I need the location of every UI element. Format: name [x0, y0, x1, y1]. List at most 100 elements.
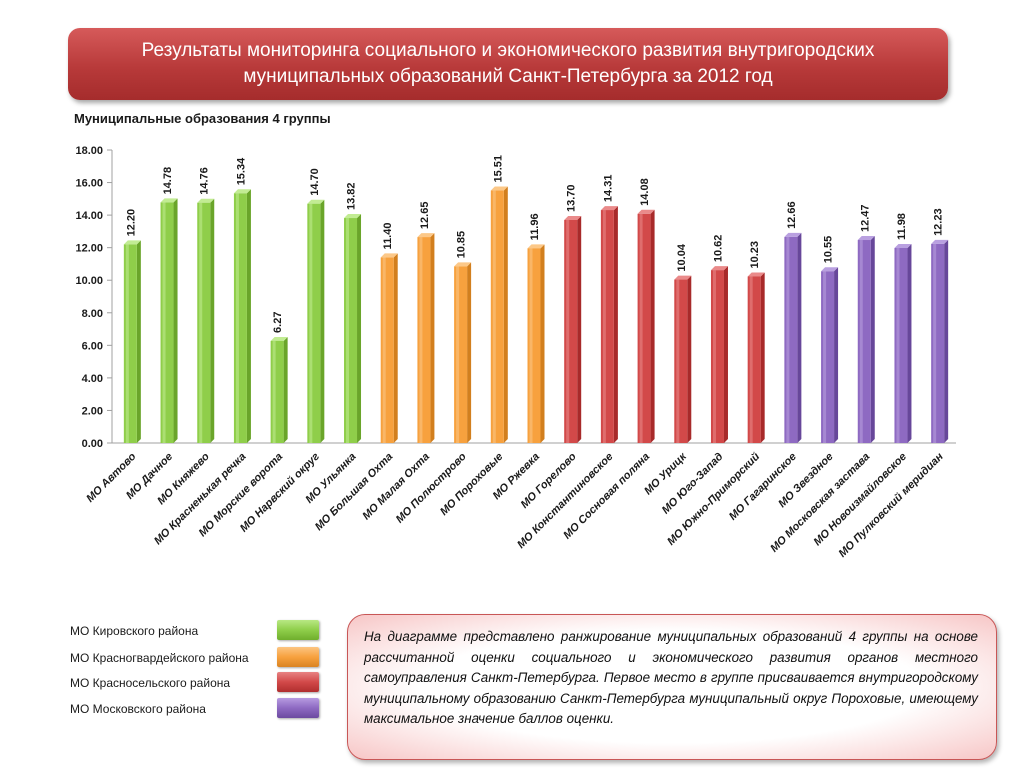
bar	[490, 190, 504, 443]
bar-highlight	[272, 340, 276, 443]
bar-top	[344, 214, 362, 219]
data-label: 10.55	[823, 236, 835, 264]
bar-top	[380, 253, 398, 258]
data-label: 12.47	[859, 204, 871, 232]
x-tick-label: МО Пороховые	[438, 451, 505, 518]
bar	[857, 240, 871, 443]
legend-item-moskovsky: МО Московского района	[70, 698, 330, 720]
data-label: 15.34	[235, 157, 247, 185]
bar-side	[210, 198, 215, 443]
bar	[233, 193, 247, 443]
bar	[380, 257, 394, 443]
bar	[307, 203, 321, 443]
bar-highlight	[786, 236, 790, 443]
bar-side	[283, 336, 288, 443]
bar-side	[870, 236, 875, 443]
bar-highlight	[933, 243, 937, 443]
bar	[417, 237, 431, 443]
legend-label: МО Красногвардейского района	[70, 651, 249, 665]
data-label: 10.04	[676, 243, 688, 271]
y-tick-label: 10.00	[75, 275, 103, 287]
bar-highlight	[566, 219, 570, 443]
bar-side	[393, 253, 398, 443]
data-label: 10.62	[712, 235, 724, 263]
bar-side	[944, 239, 949, 443]
description-note: На диаграмме представлено ранжирование м…	[347, 614, 997, 760]
data-label: 10.85	[456, 231, 468, 259]
bar-highlight	[456, 266, 460, 443]
data-label: 14.31	[602, 175, 614, 203]
note-text: На диаграмме представлено ранжирование м…	[364, 629, 978, 726]
bar-side	[540, 244, 545, 443]
bar-highlight	[859, 240, 863, 443]
bar-side	[430, 233, 435, 443]
bar	[270, 340, 284, 443]
data-label: 10.23	[749, 241, 761, 269]
y-tick-label: 16.00	[75, 178, 103, 190]
legend-item-krasnogvardeysky: МО Красногвардейского района	[70, 647, 330, 669]
bar-side	[173, 198, 178, 443]
bar-side	[320, 199, 325, 443]
bar-highlight	[896, 247, 900, 443]
bar-top	[600, 206, 618, 211]
bar-highlight	[529, 248, 533, 443]
x-tick-label: МО Гагаринское	[727, 451, 799, 523]
bar-top	[894, 243, 912, 248]
bar-top	[747, 272, 765, 277]
y-tick-label: 4.00	[82, 373, 103, 385]
y-tick-label: 14.00	[75, 210, 103, 222]
bar	[197, 202, 211, 443]
bar-side	[723, 266, 728, 443]
bar	[710, 270, 724, 443]
bar-highlight	[602, 210, 606, 443]
bar-top	[857, 236, 875, 241]
legend-item-kirovsky: МО Кировского района	[70, 620, 330, 642]
bar-side	[650, 209, 655, 443]
bar	[637, 213, 651, 443]
bar-top	[784, 232, 802, 237]
bar-top	[527, 244, 545, 249]
bar-highlight	[492, 190, 496, 443]
y-tick-label: 18.00	[75, 145, 103, 157]
bar-highlight	[382, 257, 386, 443]
data-label: 14.76	[199, 167, 211, 195]
bar-top	[160, 198, 178, 203]
bar-side	[357, 214, 362, 443]
legend-swatch-green	[277, 620, 319, 640]
bar-top	[490, 186, 508, 191]
legend-label: МО Московского района	[70, 702, 206, 716]
data-label: 14.08	[639, 178, 651, 206]
legend-swatch-orange	[277, 647, 319, 667]
legend-swatch-purple	[277, 698, 319, 718]
data-label: 11.40	[382, 223, 394, 250]
bar-highlight	[749, 276, 753, 443]
data-label: 12.23	[933, 208, 945, 236]
bar-highlight	[309, 203, 313, 443]
bar-top	[197, 198, 215, 203]
bar-chart: 0.00 2.00 4.00 6.00 8.00 10.00 12.00 14.00 16.00…	[75, 145, 956, 560]
data-label: 13.82	[346, 183, 358, 211]
bar-highlight	[162, 202, 166, 443]
bar-side	[246, 189, 251, 443]
data-label: 11.98	[896, 213, 908, 240]
bar-side	[467, 262, 472, 443]
bar	[931, 243, 945, 443]
data-label: 12.65	[419, 202, 431, 230]
x-tick-label: МО Малая Охта	[360, 451, 432, 523]
bar-highlight	[235, 193, 239, 443]
bar-highlight	[712, 270, 716, 443]
data-label: 14.78	[162, 167, 174, 195]
data-label: 15.51	[492, 155, 504, 183]
bar-side	[613, 206, 618, 443]
y-tick-label: 0.00	[82, 438, 103, 450]
data-label: 6.27	[272, 312, 284, 333]
bar-side	[687, 275, 692, 443]
bar	[160, 202, 174, 443]
legend-swatch-red	[277, 672, 319, 692]
bar	[454, 266, 468, 443]
title-banner: Результаты мониторинга социального и эко…	[68, 28, 948, 100]
bar-top	[454, 262, 472, 267]
bar-top	[637, 209, 655, 214]
y-tick-label: 8.00	[82, 308, 103, 320]
data-label: 14.70	[309, 168, 321, 196]
